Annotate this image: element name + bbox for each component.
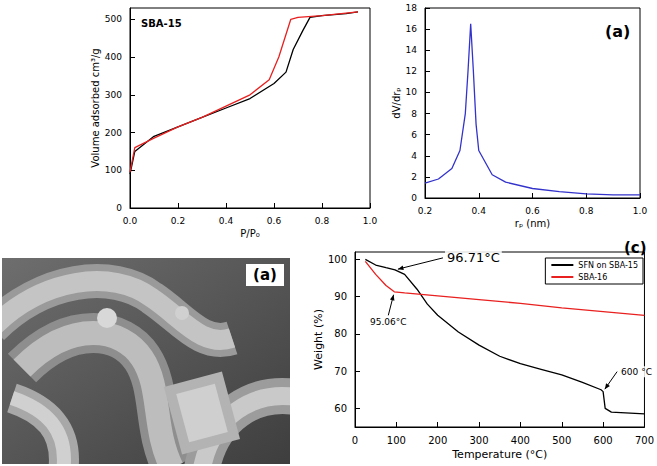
svg-text:rₚ (nm): rₚ (nm) xyxy=(515,218,551,229)
svg-text:100: 100 xyxy=(387,435,406,446)
svg-text:0.0: 0.0 xyxy=(123,216,138,226)
svg-text:0.8: 0.8 xyxy=(315,216,330,226)
svg-text:500: 500 xyxy=(552,435,571,446)
svg-text:95.06°C: 95.06°C xyxy=(370,317,407,327)
svg-text:400: 400 xyxy=(105,52,122,62)
svg-text:Weight (%): Weight (%) xyxy=(312,309,325,370)
svg-text:700: 700 xyxy=(635,435,654,446)
svg-text:18: 18 xyxy=(406,3,418,13)
svg-text:Volume adsorbed cm³/g: Volume adsorbed cm³/g xyxy=(90,48,101,167)
svg-text:14: 14 xyxy=(406,45,418,55)
svg-text:60: 60 xyxy=(334,403,347,414)
svg-text:90: 90 xyxy=(334,291,347,302)
svg-text:SBA-15: SBA-15 xyxy=(141,18,182,29)
svg-text:0.8: 0.8 xyxy=(579,206,594,216)
svg-text:SBA-16: SBA-16 xyxy=(578,273,607,282)
svg-text:96.71°C: 96.71°C xyxy=(447,250,500,265)
svg-text:0.6: 0.6 xyxy=(267,216,282,226)
svg-text:0.4: 0.4 xyxy=(219,216,234,226)
svg-text:1.0: 1.0 xyxy=(633,206,648,216)
svg-text:(a): (a) xyxy=(605,22,630,41)
svg-text:0.2: 0.2 xyxy=(171,216,185,226)
svg-text:0.6: 0.6 xyxy=(525,206,540,216)
svg-text:0: 0 xyxy=(116,203,122,213)
svg-text:(c): (c) xyxy=(624,239,647,257)
svg-text:100: 100 xyxy=(328,254,347,265)
svg-text:600 °C: 600 °C xyxy=(621,367,652,377)
svg-text:2: 2 xyxy=(411,172,417,182)
svg-text:80: 80 xyxy=(334,328,347,339)
svg-text:4: 4 xyxy=(411,151,417,161)
svg-text:1.0: 1.0 xyxy=(363,216,378,226)
svg-text:16: 16 xyxy=(406,24,418,34)
svg-text:100: 100 xyxy=(105,165,122,175)
svg-text:0.4: 0.4 xyxy=(472,206,487,216)
svg-text:300: 300 xyxy=(105,90,122,100)
svg-text:70: 70 xyxy=(334,366,347,377)
svg-text:P/P₀: P/P₀ xyxy=(240,228,259,239)
svg-text:0: 0 xyxy=(411,193,417,203)
svg-text:0: 0 xyxy=(352,435,358,446)
svg-text:(a): (a) xyxy=(253,266,277,284)
svg-text:300: 300 xyxy=(470,435,489,446)
svg-text:12: 12 xyxy=(406,66,417,76)
svg-text:8: 8 xyxy=(411,109,417,119)
svg-text:10: 10 xyxy=(406,87,418,97)
svg-text:6: 6 xyxy=(411,130,417,140)
svg-text:dV/drₚ: dV/drₚ xyxy=(391,87,402,118)
svg-text:500: 500 xyxy=(105,14,122,24)
svg-text:400: 400 xyxy=(511,435,530,446)
svg-text:Temperature (°C): Temperature (°C) xyxy=(451,448,547,461)
svg-text:200: 200 xyxy=(105,128,122,138)
svg-text:200: 200 xyxy=(428,435,447,446)
svg-text:SFN on SBA-15: SFN on SBA-15 xyxy=(578,261,638,270)
svg-text:0.2: 0.2 xyxy=(418,206,432,216)
svg-text:600: 600 xyxy=(594,435,613,446)
